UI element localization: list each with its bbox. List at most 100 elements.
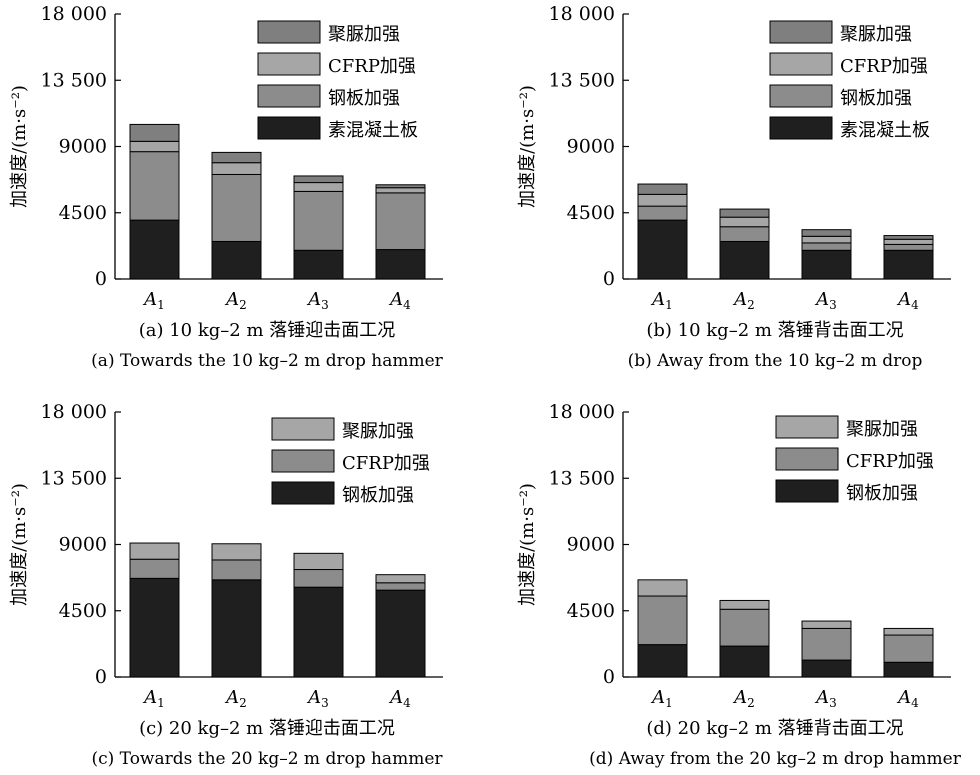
y-tick-label: 18 000: [41, 401, 107, 423]
legend-swatch: [271, 417, 335, 441]
legend-swatch: [769, 116, 833, 140]
legend-label: CFRP加强: [840, 56, 928, 77]
y-axis-label: 加速度/(m·s⁻²): [517, 85, 538, 208]
x-tick-label: A3: [814, 289, 837, 312]
legend-label: 钢板加强: [342, 485, 414, 506]
y-tick-label: 13 500: [549, 467, 615, 489]
bar-segment: [211, 173, 262, 242]
bar-segment: [883, 235, 934, 240]
bar-segment: [375, 192, 426, 251]
caption-cn: (c) 20 kg–2 m 落锤迎击面工况: [139, 718, 395, 739]
x-tick-label: A3: [306, 687, 329, 710]
bar-segment: [129, 151, 180, 221]
bar-segment: [719, 208, 770, 218]
bar-segment: [637, 193, 688, 207]
bar-segment: [293, 190, 344, 251]
bar-segment: [211, 151, 262, 164]
bar-segment: [375, 589, 426, 678]
bar-segment: [129, 558, 180, 579]
legend-swatch: [257, 20, 321, 44]
x-tick-label: A3: [814, 687, 837, 710]
x-tick-label: A2: [732, 289, 755, 312]
legend-label: 聚脲加强: [840, 24, 912, 45]
bar-segment: [719, 216, 770, 228]
y-tick-label: 0: [95, 268, 107, 290]
chart-d: 0 4500 9000 13 500 18 000 加速度/(m·s⁻²) A1 A2 A3 A4…: [517, 401, 962, 769]
bar-segment: [129, 577, 180, 678]
bar-segment: [211, 543, 262, 561]
y-tick-label: 4500: [567, 600, 615, 622]
bar-segment: [719, 608, 770, 647]
bar-segment: [375, 249, 426, 280]
legend-swatch: [775, 479, 839, 503]
caption-cn: (a) 10 kg–2 m 落锤迎击面工况: [139, 320, 396, 341]
y-tick-label: 9000: [59, 534, 107, 556]
bar-segment: [801, 249, 852, 280]
x-tick-label: A2: [732, 687, 755, 710]
legend-swatch: [257, 116, 321, 140]
bar-segment: [719, 240, 770, 280]
bar-segment: [375, 582, 426, 591]
y-tick-label: 0: [603, 268, 615, 290]
x-tick-label: A4: [388, 687, 411, 710]
caption-cn: (d) 20 kg–2 m 落锤背击面工况: [646, 718, 903, 739]
legend-swatch: [257, 84, 321, 108]
legend-label: 素混凝土板: [328, 120, 418, 141]
bar-segment: [375, 574, 426, 584]
bar-segment: [211, 579, 262, 678]
y-axis-label: 加速度/(m·s⁻²): [9, 85, 30, 208]
y-tick-label: 18 000: [549, 401, 615, 423]
legend-swatch: [769, 52, 833, 76]
legend-label: 钢板加强: [846, 483, 918, 504]
y-tick-label: 18 000: [549, 3, 615, 25]
legend-swatch: [271, 449, 335, 473]
bar-segment: [719, 599, 770, 610]
bar-segment: [883, 634, 934, 663]
bar-segment: [883, 661, 934, 678]
bar-segment: [801, 235, 852, 244]
y-tick-label: 0: [603, 666, 615, 688]
legend-swatch: [257, 52, 321, 76]
bar-segment: [129, 140, 180, 153]
bar-segment: [637, 595, 688, 646]
caption-cn: (b) 10 kg–2 m 落锤背击面工况: [646, 320, 903, 341]
bar-segment: [801, 242, 852, 251]
bar-segment: [801, 620, 852, 629]
y-tick-label: 18 000: [41, 3, 107, 25]
bar-segment: [719, 645, 770, 678]
caption-en: (b) Away from the 10 kg–2 m drop: [628, 351, 923, 371]
legend-label: 聚脲加强: [328, 24, 400, 45]
y-tick-label: 0: [95, 666, 107, 688]
y-tick-label: 4500: [59, 202, 107, 224]
bar-segment: [883, 249, 934, 280]
legend-label: CFRP加强: [328, 56, 416, 77]
legend-label: CFRP加强: [342, 453, 430, 474]
bar-segment: [883, 243, 934, 251]
bar-segment: [637, 644, 688, 678]
bar-segment: [637, 219, 688, 280]
legend-label: 素混凝土板: [840, 120, 930, 141]
bar-segment: [211, 559, 262, 581]
bar-segment: [375, 184, 426, 189]
bar-segment: [293, 569, 344, 588]
bar-segment: [637, 579, 688, 597]
bar-segment: [129, 542, 180, 560]
caption-en: (c) Towards the 20 kg–2 m drop hammer: [91, 749, 443, 769]
x-tick-label: A4: [896, 687, 919, 710]
y-tick-label: 9000: [567, 534, 615, 556]
legend-swatch: [769, 84, 833, 108]
chart-c: 0 4500 9000 13 500 18 000 加速度/(m·s⁻²) A1 A2 A3 A4…: [9, 401, 443, 769]
legend-swatch: [271, 481, 335, 505]
x-tick-label: A2: [224, 289, 247, 312]
x-tick-label: A3: [306, 289, 329, 312]
legend-swatch: [775, 447, 839, 471]
x-tick-label: A1: [142, 289, 165, 312]
legend-label: 钢板加强: [328, 88, 400, 109]
y-tick-label: 4500: [59, 600, 107, 622]
bar-segment: [883, 238, 934, 245]
legend-label: 聚脲加强: [342, 421, 414, 442]
